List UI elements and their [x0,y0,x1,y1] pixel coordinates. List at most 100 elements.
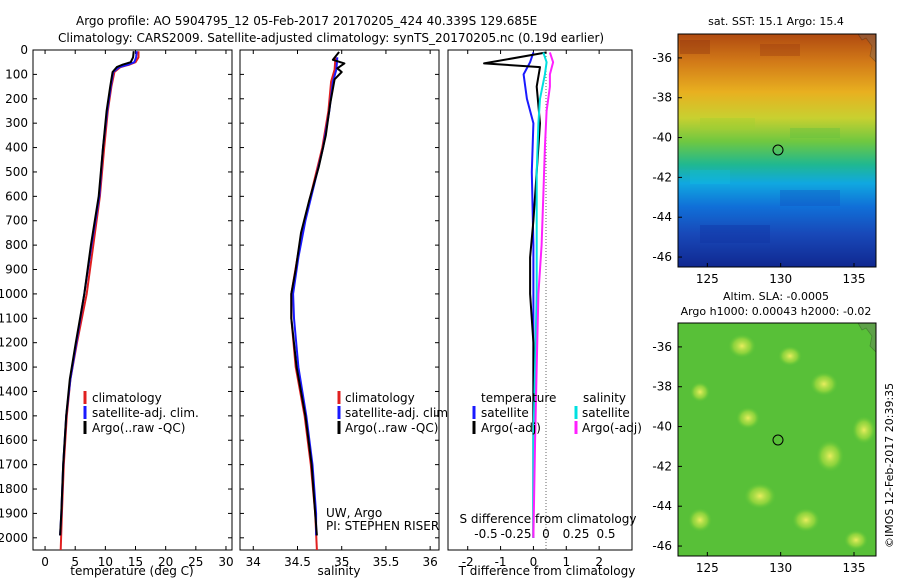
x-tick-label: 0 [530,555,538,569]
legend-label-argo: Argo(..raw -QC) [345,421,438,435]
salinity-panel: 34 34.5 35 35.5 36 salinity climatology sate… [239,49,452,578]
s-tick-label: 0.5 [596,527,615,541]
sla-blob [852,416,876,444]
sla-blob [792,508,820,532]
depth-tick-label: 900 [5,263,28,277]
difference-panel: -2 -1 0 1 2 S difference from climatology -0… [447,49,642,578]
s-difference-ticks: -0.5 -0.25 0 0.25 0.5 [474,527,615,541]
legend-title-salinity: salinity [583,391,626,405]
t-difference-label: T difference from climatology [458,564,636,578]
depth-tick-label: 1600 [0,433,28,447]
header-line2: Climatology: CARS2009. Satellite-adjuste… [58,31,604,45]
legend-label-s-satellite: satellite [582,406,630,420]
x-tick-label: -2 [462,555,474,569]
s-tick-label: -0.25 [500,527,531,541]
argo-position-marker [772,434,784,446]
sst-patch [700,225,770,243]
sst-map-ticks: 125 130 135 -36 -38 -40 -42 -44 -46 [652,51,865,286]
series-line [483,51,547,538]
depth-tick-label: 1400 [0,384,28,398]
depth-tick-label: 2000 [0,531,28,545]
depth-tick-label: 1500 [0,409,28,423]
sst-patch [700,118,755,130]
legend-label-satellite: satellite-adj. clim. [92,406,199,420]
salinity-xlabel: salinity [317,564,360,578]
salinity-annotation-pi: PI: STEPHEN RISER [326,519,439,533]
x-tick-label: 0 [41,555,49,569]
imos-credit: ©IMOS 12-Feb-2017 20:39:35 [883,383,896,548]
x-tick-label: 30 [218,555,233,569]
sla-blob [690,382,710,402]
map-y-tick-label: -42 [652,170,672,184]
s-tick-label: 0.25 [563,527,590,541]
map-x-tick-label: 125 [696,272,719,286]
depth-tick-label: 100 [5,67,28,81]
map-y-tick-label: -46 [652,250,672,264]
depth-tick-label: 300 [5,116,28,130]
x-tick-label: 15 [128,555,143,569]
depth-tick-label: 500 [5,165,28,179]
legend-label-argo: Argo(..raw -QC) [92,421,185,435]
argo-position-marker [772,144,784,156]
sst-patch [760,44,800,56]
sla-blob [816,440,844,472]
depth-tick-label: 200 [5,92,28,106]
legend-label-climatology: climatology [92,391,162,405]
salinity-series [290,51,346,550]
sst-patch [680,40,710,54]
s-tick-label: 0 [542,527,550,541]
series-line [532,52,548,538]
depth-tick-label: 0 [20,43,28,57]
x-tick-label: 5 [71,555,79,569]
difference-series [483,51,555,538]
map-y-tick-label: -44 [652,499,672,513]
salinity-x-ticks: 34 34.5 35 35.5 36 [246,50,438,569]
difference-x-ticks: -2 -1 0 1 2 [462,50,603,569]
map-y-tick-label: -36 [652,51,672,65]
x-tick-label: 25 [188,555,203,569]
sst-patch [690,170,730,184]
sla-anomalies [688,334,876,550]
sst-map-frame [677,33,877,268]
depth-tick-label: 800 [5,238,28,252]
sla-blob [844,530,868,550]
map-y-tick-label: -40 [652,131,672,145]
map-y-tick-label: -46 [652,539,672,553]
sst-map: sat. SST: 15.1 Argo: 15.4 125 130 135 -36 -3… [652,15,877,286]
x-tick-label: 2 [595,555,603,569]
sla-map-subtitle: Argo h1000: 0.00043 h2000: -0.02 [681,305,872,318]
legend-label-satellite: satellite-adj. clim. [345,406,452,420]
temperature-x-ticks: 0 5 10 15 20 25 30 [41,50,234,569]
depth-tick-label: 1700 [0,458,28,472]
sla-blob [778,346,802,366]
sst-patch [790,128,840,138]
map-x-tick-label: 130 [769,561,792,575]
salinity-legend: climatology satellite-adj. clim. Argo(..… [337,391,452,435]
series-line [59,51,135,536]
depth-tick-label: 700 [5,214,28,228]
sla-blob [810,372,838,396]
sla-map: Altim. SLA: -0.0005 Argo h1000: 0.00043 … [652,290,877,575]
s-tick-label: -0.5 [474,527,497,541]
depth-tick-label: 600 [5,189,28,203]
sla-map-title: Altim. SLA: -0.0005 [723,290,829,303]
sst-texture [680,40,840,243]
map-y-tick-label: -40 [652,420,672,434]
sla-map-ticks: 125 130 135 -36 -38 -40 -42 -44 -46 [652,340,865,575]
x-tick-label: 20 [158,555,173,569]
series-line [532,52,555,538]
sst-patch [780,190,840,206]
s-difference-label: S difference from climatology [460,512,637,526]
temperature-legend: climatology satellite-adj. clim. Argo(..… [83,391,199,435]
sla-blob [744,483,776,509]
map-x-tick-label: 130 [769,272,792,286]
x-tick-label: 35.5 [373,555,400,569]
legend-label-s-argo: Argo(-adj) [582,421,642,435]
map-y-tick-label: -38 [652,380,672,394]
salinity-axes-frame [239,49,440,551]
legend-label-t-satellite: satellite [481,406,529,420]
temperature-panel: 0100200300400500600700800900100011001200… [0,43,234,578]
legend-title-temperature: temperature [481,391,556,405]
x-tick-label: -1 [495,555,507,569]
